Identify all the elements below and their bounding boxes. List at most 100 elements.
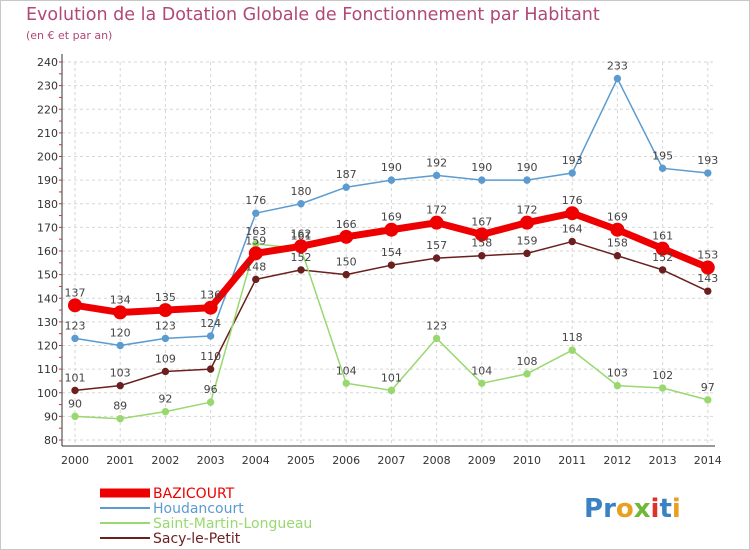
data-point-saint-martin-longueau: [432, 334, 441, 343]
logo-letter: i: [651, 494, 660, 524]
logo-letter: r: [603, 494, 616, 524]
x-tick-label: 2013: [649, 454, 677, 467]
x-tick-label: 2003: [197, 454, 225, 467]
data-point-houdancourt: [387, 176, 396, 184]
data-point-bazicourt: [655, 241, 670, 256]
x-tick-label: 2005: [287, 454, 315, 467]
data-label-sacy-le-petit: 103: [110, 367, 131, 380]
data-point-houdancourt: [704, 169, 712, 177]
data-point-saint-martin-longueau: [161, 407, 170, 416]
data-label-houdancourt: 190: [517, 161, 538, 174]
x-tick-label: 2012: [603, 454, 631, 467]
data-point-saint-martin-longueau: [206, 398, 215, 406]
data-label-bazicourt: 153: [697, 249, 718, 262]
y-tick-label: 110: [37, 363, 58, 376]
data-point-bazicourt: [565, 206, 580, 221]
y-tick-label: 80: [44, 434, 58, 447]
data-point-houdancourt: [206, 332, 215, 340]
data-label-houdancourt: 123: [155, 319, 176, 332]
x-tick-label: 2008: [423, 454, 451, 467]
logo-text: Proxiti: [584, 494, 681, 524]
data-point-sacy-le-petit: [342, 270, 350, 279]
data-label-houdancourt: 193: [697, 154, 718, 167]
y-tick-label: 180: [37, 198, 58, 211]
data-label-saint-martin-longueau: 108: [517, 355, 538, 368]
data-point-sacy-le-petit: [658, 266, 667, 274]
x-tick-label: 2011: [558, 454, 586, 467]
data-label-saint-martin-longueau: 103: [607, 367, 628, 380]
data-point-sacy-le-petit: [432, 254, 441, 262]
data-label-saint-martin-longueau: 163: [245, 225, 266, 238]
data-point-bazicourt: [520, 215, 534, 230]
y-tick-label: 240: [37, 56, 58, 69]
data-point-bazicourt: [339, 229, 354, 244]
data-point-houdancourt: [342, 183, 350, 191]
data-label-bazicourt: 169: [607, 211, 628, 224]
data-point-bazicourt: [113, 305, 128, 320]
data-point-sacy-le-petit: [523, 249, 531, 258]
data-point-sacy-le-petit: [71, 386, 79, 395]
data-label-sacy-le-petit: 159: [517, 234, 538, 247]
data-point-houdancourt: [658, 164, 667, 173]
data-point-houdancourt: [523, 176, 531, 184]
y-tick-label: 170: [37, 221, 58, 234]
data-label-houdancourt: 233: [607, 60, 628, 73]
data-label-houdancourt: 195: [652, 149, 673, 162]
data-label-houdancourt: 180: [291, 185, 312, 198]
data-label-saint-martin-longueau: 97: [701, 381, 715, 394]
data-point-sacy-le-petit: [116, 381, 124, 390]
data-label-bazicourt: 167: [471, 215, 492, 228]
data-point-saint-martin-longueau: [523, 370, 531, 378]
data-point-bazicourt: [68, 298, 82, 313]
y-tick-label: 220: [37, 103, 58, 116]
data-point-saint-martin-longueau: [568, 346, 576, 354]
data-point-saint-martin-longueau: [116, 415, 124, 423]
data-label-sacy-le-petit: 164: [562, 223, 583, 236]
data-point-saint-martin-longueau: [658, 384, 667, 392]
data-point-sacy-le-petit: [568, 237, 576, 246]
data-label-houdancourt: 190: [381, 161, 402, 174]
chart-subtitle: (en € et par an): [26, 29, 113, 42]
data-label-sacy-le-petit: 152: [291, 251, 312, 264]
data-label-saint-martin-longueau: 123: [426, 319, 447, 332]
y-tick-label: 100: [37, 387, 58, 400]
data-point-sacy-le-petit: [161, 367, 170, 376]
x-tick-label: 2014: [694, 454, 722, 467]
data-label-bazicourt: 134: [110, 293, 131, 306]
data-point-bazicourt: [158, 303, 173, 318]
y-tick-label: 160: [37, 245, 58, 258]
data-label-bazicourt: 137: [65, 286, 86, 299]
x-tick-label: 2004: [242, 454, 270, 467]
data-label-sacy-le-petit: 157: [426, 239, 447, 252]
x-tick-label: 2007: [377, 454, 405, 467]
data-label-sacy-le-petit: 158: [607, 237, 628, 250]
data-label-sacy-le-petit: 152: [652, 251, 673, 264]
data-point-sacy-le-petit: [704, 287, 712, 295]
y-tick-label: 90: [44, 410, 58, 423]
data-point-bazicourt: [384, 222, 399, 237]
data-point-bazicourt: [700, 260, 715, 275]
logo-letter: t: [659, 494, 671, 524]
y-tick-label: 190: [37, 174, 58, 187]
data-label-saint-martin-longueau: 104: [336, 364, 357, 377]
data-point-bazicourt: [294, 239, 308, 254]
data-point-saint-martin-longueau: [342, 379, 350, 387]
data-label-houdancourt: 176: [245, 194, 266, 207]
data-point-sacy-le-petit: [478, 252, 486, 260]
data-point-houdancourt: [252, 209, 260, 217]
data-label-houdancourt: 190: [471, 161, 492, 174]
data-point-houdancourt: [297, 200, 305, 208]
x-tick-label: 2009: [468, 454, 496, 467]
logo-letter: x: [634, 494, 651, 524]
legend-label-sacy-le-petit: Sacy-le-Petit: [153, 531, 241, 547]
legend-label-saint-martin-longueau: Saint-Martin-Longueau: [153, 516, 312, 532]
data-point-saint-martin-longueau: [613, 381, 622, 390]
data-point-bazicourt: [474, 227, 489, 242]
legend-label-houdancourt: Houdancourt: [153, 501, 244, 517]
y-tick-label: 230: [37, 80, 58, 93]
data-point-sacy-le-petit: [252, 275, 260, 284]
data-label-sacy-le-petit: 150: [336, 256, 357, 269]
data-point-saint-martin-longueau: [704, 396, 712, 404]
data-point-saint-martin-longueau: [71, 412, 79, 421]
